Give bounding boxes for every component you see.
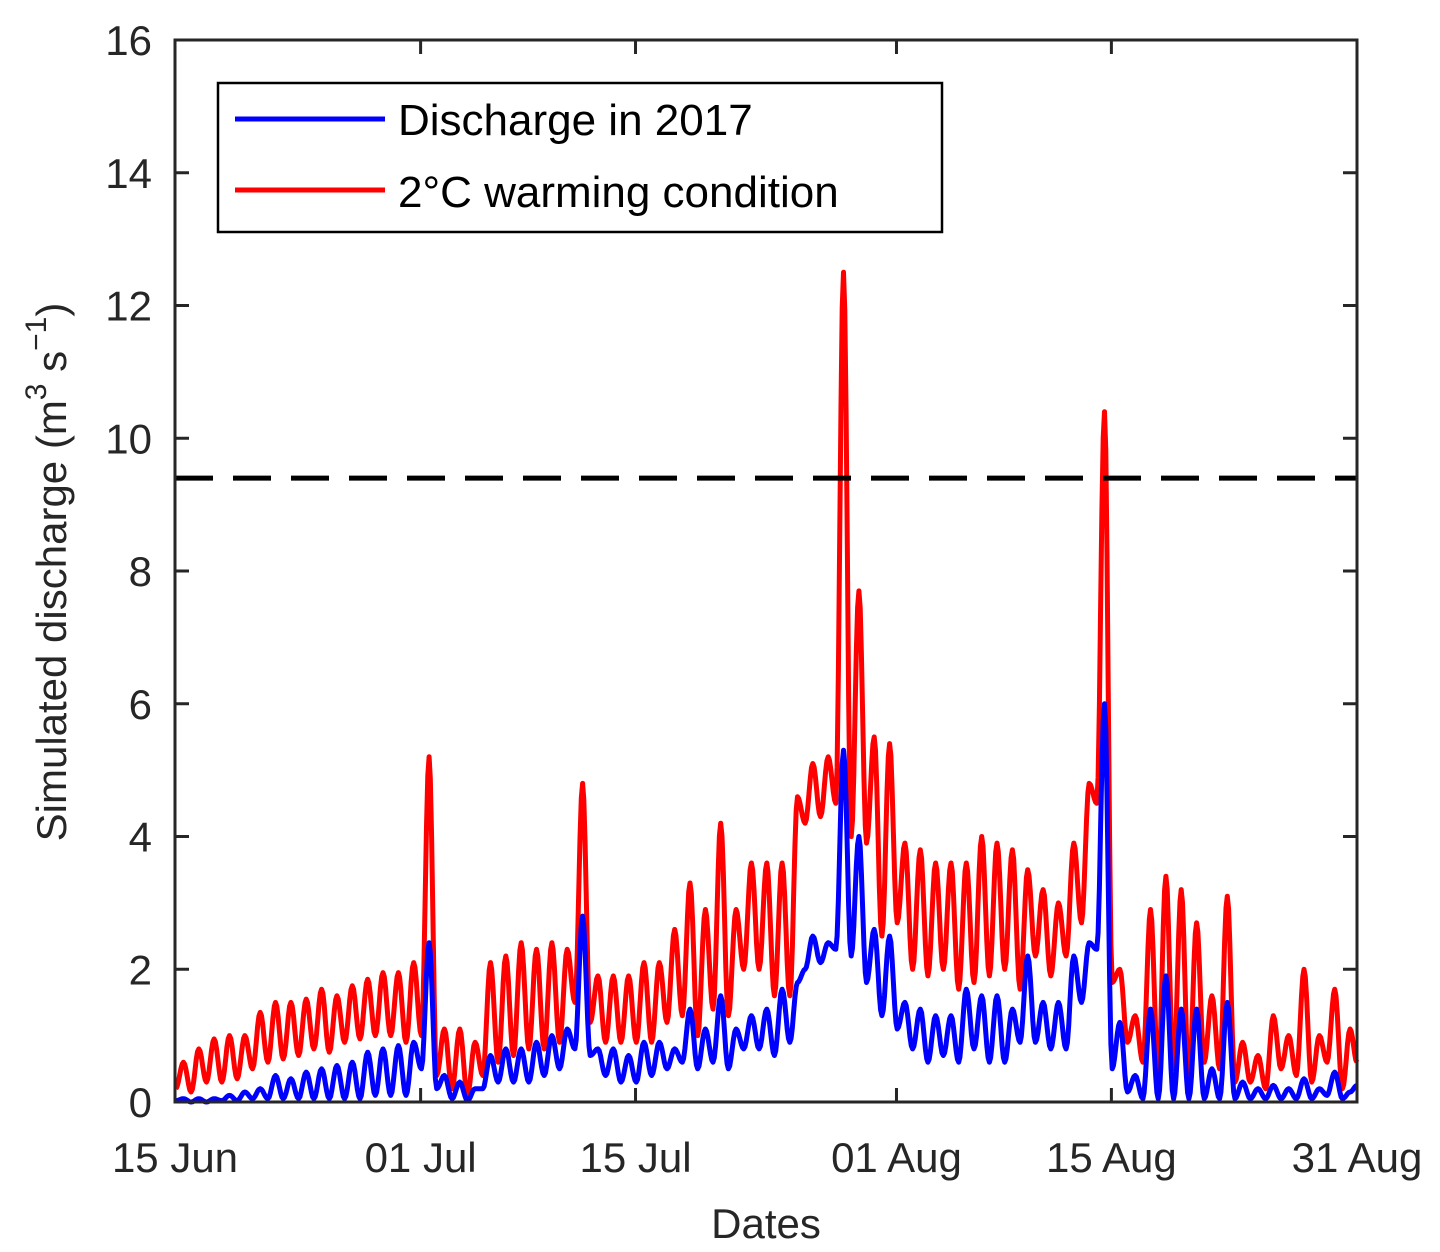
y-tick-labels: 0 2 4 6 8 10 12 14 16 xyxy=(105,17,152,1126)
x-tick-label: 31 Aug xyxy=(1292,1134,1423,1181)
x-tick-labels: 15 Jun 01 Jul 15 Jul 01 Aug 15 Aug 31 Aug xyxy=(112,1134,1422,1181)
x-tick-label: 15 Jun xyxy=(112,1134,238,1181)
x-tick-label: 15 Jul xyxy=(579,1134,691,1181)
plot-frame xyxy=(173,38,1359,1104)
y-tick-label: 16 xyxy=(105,17,152,64)
y-tick-label: 2 xyxy=(129,946,152,993)
legend-box xyxy=(216,81,944,234)
series-lines xyxy=(173,269,1360,1105)
y-tick-label: 10 xyxy=(105,415,152,462)
x-axis-label: Dates xyxy=(711,1200,821,1247)
y-axis-label: Simulated discharge (m3 s−1) xyxy=(20,303,75,842)
y-tick-label: 14 xyxy=(105,150,152,197)
x-tick-label: 01 Jul xyxy=(365,1134,477,1181)
y-tick-label: 4 xyxy=(129,814,152,861)
y-tick-label: 0 xyxy=(129,1079,152,1126)
y-tick-label: 8 xyxy=(129,548,152,595)
series-line-discharge-2017 xyxy=(174,701,1359,1105)
x-tick-label: 15 Aug xyxy=(1046,1134,1177,1181)
legend-label-warming: 2°C warming condition xyxy=(398,168,839,217)
legend-label-discharge-2017: Discharge in 2017 xyxy=(398,96,753,145)
y-tick-label: 12 xyxy=(105,283,152,330)
legend: Discharge in 2017 2°C warming condition xyxy=(216,81,944,234)
x-tick-label: 01 Aug xyxy=(831,1134,962,1181)
y-tick-label: 6 xyxy=(129,681,152,728)
